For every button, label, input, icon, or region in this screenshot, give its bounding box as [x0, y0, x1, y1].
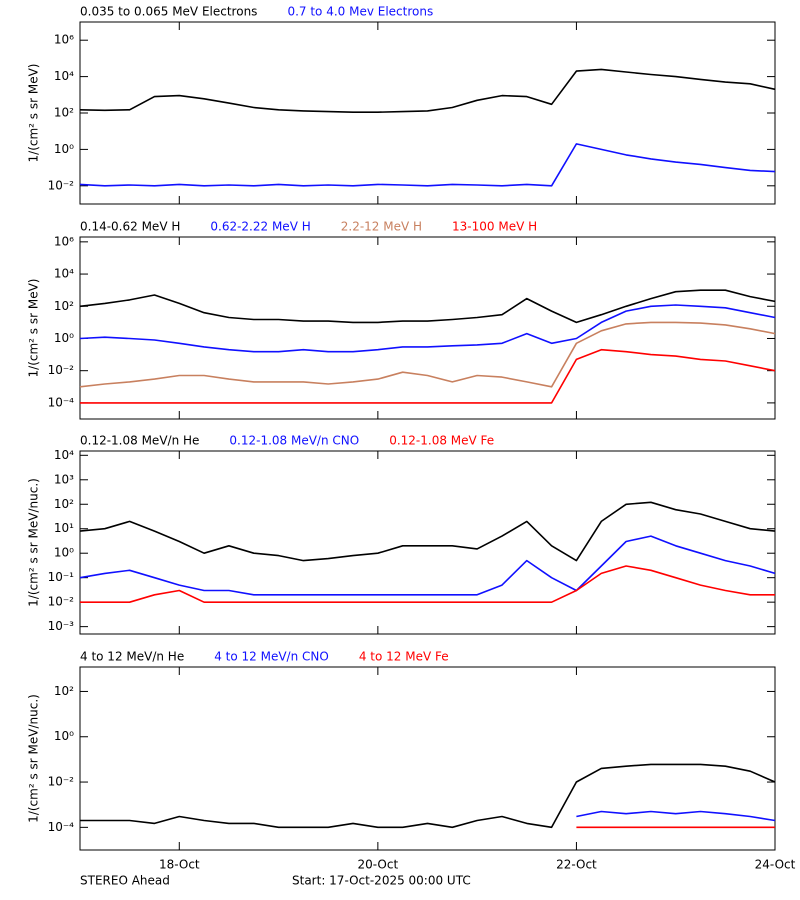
legend-entry: 0.14-0.62 MeV H: [80, 220, 180, 234]
y-tick-label: 10³: [54, 472, 74, 486]
y-tick-label: 10⁻⁴: [48, 395, 75, 409]
x-tick-label: 24-Oct: [755, 858, 796, 872]
y-tick-label: 10²: [54, 684, 74, 698]
series-line: [576, 810, 776, 822]
series-line: [80, 763, 776, 829]
y-tick-label: 10⁻²: [48, 178, 75, 192]
series-line: [79, 68, 776, 113]
series-line: [79, 304, 776, 353]
legend-entry: 0.12-1.08 MeV/n CNO: [229, 434, 359, 448]
y-tick-label: 10⁶: [54, 33, 74, 47]
y-tick-label: 10⁻²: [48, 363, 75, 377]
legend-entry: 2.2-12 MeV H: [341, 220, 422, 234]
y-tick-label: 10⁰: [54, 546, 74, 560]
y-tick-label: 10⁻¹: [48, 570, 75, 584]
plot-frame: [79, 450, 776, 635]
legend-entry: 4 to 12 MeV Fe: [359, 650, 449, 664]
footer-left: STEREO Ahead: [80, 874, 170, 888]
x-tick-label: 20-Oct: [358, 858, 399, 872]
y-axis-label: 1/(cm² s sr MeV): [27, 279, 41, 378]
y-tick-label: 10²: [54, 497, 74, 511]
y-tick-label: 10²: [54, 299, 74, 313]
series-line: [79, 501, 776, 562]
footer-center: Start: 17-Oct-2025 00:00 UTC: [292, 874, 471, 888]
y-axis-label: 1/(cm² s sr MeV): [27, 64, 41, 163]
y-tick-label: 10⁻²: [48, 775, 75, 789]
x-tick-label: 22-Oct: [556, 858, 597, 872]
legend-entry: 13-100 MeV H: [452, 220, 537, 234]
y-tick-label: 10⁶: [54, 234, 74, 248]
legend-entry: 0.7 to 4.0 Mev Electrons: [287, 5, 433, 19]
series-line: [79, 289, 776, 324]
y-axis-label: 1/(cm² s sr MeV/nuc.): [27, 694, 41, 823]
y-tick-label: 10⁻³: [48, 619, 75, 633]
y-tick-label: 10⁴: [54, 267, 74, 281]
y-tick-label: 10⁰: [54, 142, 74, 156]
plot-frame: [79, 21, 776, 205]
legend-entry: 4 to 12 MeV/n He: [80, 650, 184, 664]
y-tick-label: 10²: [54, 106, 74, 120]
y-tick-label: 10⁴: [54, 69, 74, 83]
series-line: [80, 348, 776, 404]
x-tick-label: 18-Oct: [159, 858, 200, 872]
y-tick-label: 10¹: [54, 521, 74, 535]
y-axis-label: 1/(cm² s sr MeV/nuc.): [27, 478, 41, 607]
legend-entry: 0.12-1.08 MeV/n He: [80, 434, 199, 448]
y-tick-label: 10⁰: [54, 729, 74, 743]
y-tick-label: 10⁴: [54, 448, 74, 462]
series-line: [80, 565, 775, 603]
y-tick-label: 10⁰: [54, 331, 74, 345]
legend-entry: 0.12-1.08 MeV Fe: [389, 434, 494, 448]
plot-frame: [79, 666, 776, 851]
legend-entry: 0.035 to 0.065 MeV Electrons: [80, 5, 257, 19]
series-line: [79, 321, 776, 388]
y-tick-label: 10⁻²: [48, 595, 75, 609]
legend-entry: 0.62-2.22 MeV H: [210, 220, 310, 234]
series-line: [79, 143, 776, 187]
plot-frame: [79, 236, 776, 420]
legend-entry: 4 to 12 MeV/n CNO: [214, 650, 329, 664]
y-tick-label: 10⁻⁴: [48, 820, 75, 834]
series-line: [79, 535, 776, 596]
